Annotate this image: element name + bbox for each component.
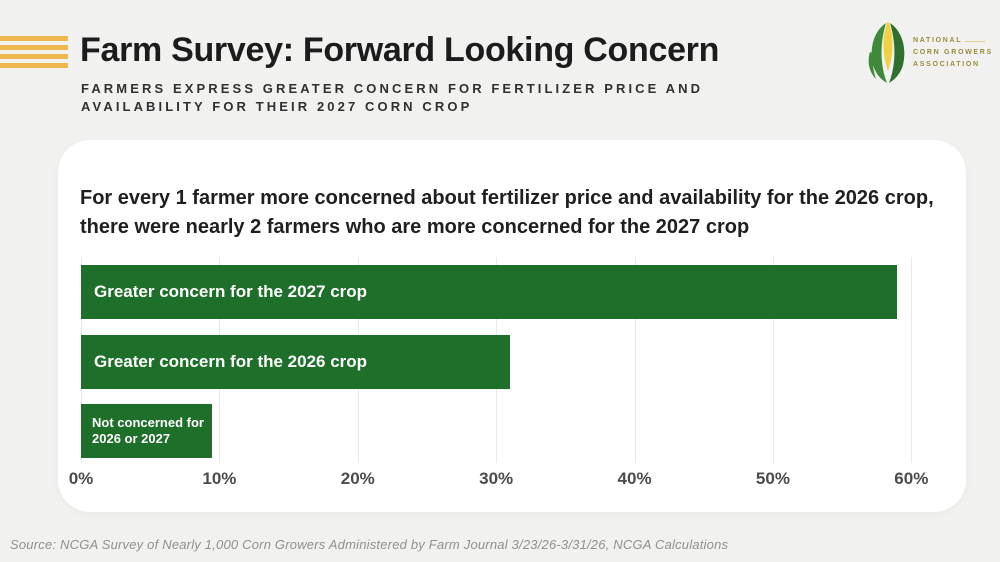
ncga-logo: NATIONAL CORN GROWERS ASSOCIATION [866,18,993,90]
accent-stripe [0,36,68,41]
gridline-60% [911,257,913,463]
accent-stripe [0,45,68,50]
gridline-40% [634,257,636,463]
subtitle-line-1: FARMERS EXPRESS GREATER CONCERN FOR FERT… [81,81,704,96]
x-tick-label: 60% [894,469,929,488]
gridline-50% [772,257,774,463]
headline-line-1: For every 1 farmer more concerned about … [80,187,934,209]
corn-icon [868,21,905,83]
logo-line-association: ASSOCIATION [913,61,980,68]
headline-line-2: there were nearly 2 farmers who are more… [80,216,750,238]
x-tick-label: 40% [617,469,652,488]
chart-headline: For every 1 farmer more concerned about … [80,184,934,242]
source-note: Source: NCGA Survey of Nearly 1,000 Corn… [10,537,729,552]
x-tick-label: 10% [202,469,237,488]
logo-rule [965,40,985,42]
bar-3: Not concerned for 2026 or 2027 [81,404,213,458]
subtitle-line-2: AVAILABILITY FOR THEIR 2027 CORN CROP [81,99,473,114]
accent-stripe [0,63,68,68]
accent-stripe [0,54,68,59]
logo-line-national: NATIONAL [913,35,985,47]
chart-card: For every 1 farmer more concerned about … [58,140,966,512]
x-tick-label: 20% [340,469,375,488]
bar-label: Greater concern for the 2026 crop [94,351,368,371]
bar-1: Greater concern for the 2027 crop [81,265,898,319]
bar-label: Greater concern for the 2027 crop [94,282,368,301]
page-subtitle: FARMERS EXPRESS GREATER CONCERN FOR FERT… [81,80,703,116]
bar-label: Not concerned for 2026 or 2027 [92,415,204,446]
x-tick-label: 30% [479,469,514,488]
x-tick-label: 50% [755,469,790,488]
page-title: Farm Survey: Forward Looking Concern [80,31,720,69]
x-tick-label: 0% [68,469,94,488]
accent-stripes-icon [0,36,68,72]
logo-line-corn-growers: CORN GROWERS [913,49,993,56]
plot-area: 0% 10% 20% 30% 40% 50% 60% Greater concern for … [69,257,939,488]
ncga-logo-text: NATIONAL CORN GROWERS ASSOCIATION [913,18,993,90]
bar-2: Greater concern for the 2026 crop [81,334,510,389]
